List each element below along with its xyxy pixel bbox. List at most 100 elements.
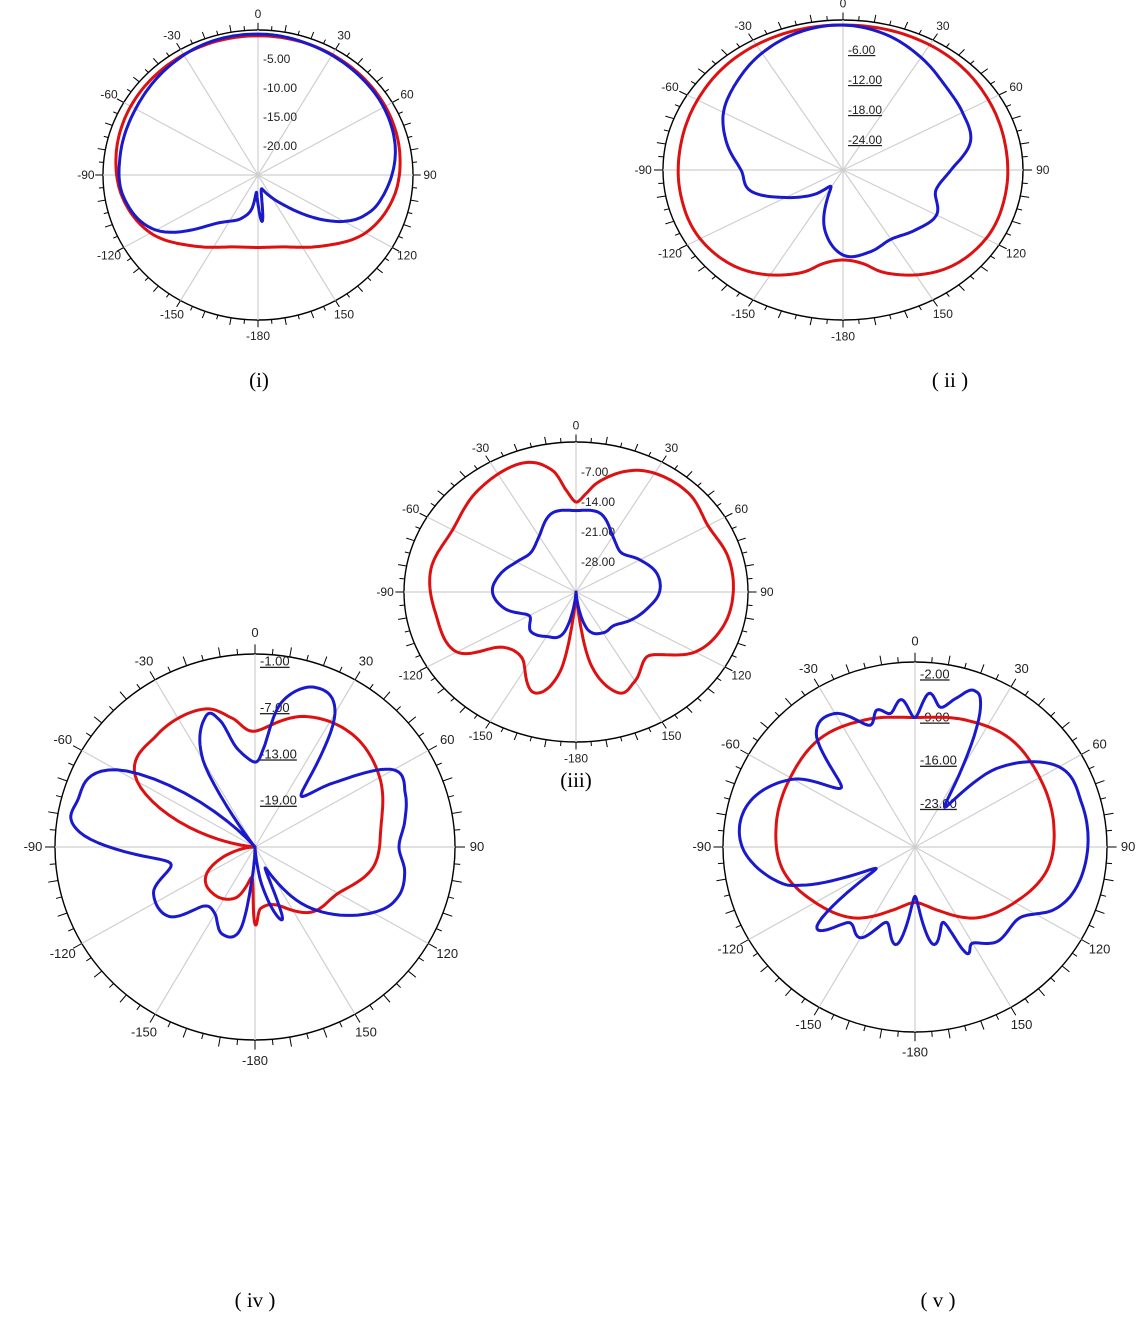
angle-tick [427,745,438,751]
angle-tick [945,43,950,48]
angle-tick [995,1014,1000,1020]
angle-tick [442,912,453,917]
angle-tick [1010,1006,1017,1016]
angle-tick [415,526,421,530]
angle-tick [879,1029,883,1039]
angle-tick [72,943,83,949]
grid-spoke [489,461,577,593]
angle-tick [284,317,287,326]
grid-spoke [842,169,934,301]
angle-tick [990,255,996,260]
angle-tick [415,654,421,658]
angle-label: -30 [163,29,181,43]
series-line [132,707,385,927]
angle-tick [980,664,985,674]
angle-tick [735,766,742,770]
angle-tick [760,721,769,729]
angle-tick [697,266,706,272]
angle-tick [49,829,56,831]
angle-label: -90 [692,839,711,854]
angle-tick [68,762,74,766]
angle-tick [1088,766,1095,770]
angle-label: 120 [1006,246,1026,260]
angle-label: 90 [1121,839,1135,854]
angle-tick [369,683,374,690]
angle-tick [707,688,715,694]
angle-tick [620,736,623,742]
angle-tick [716,502,722,507]
angle-label: 30 [337,29,351,43]
angle-tick [813,678,820,688]
angle-tick [716,677,722,682]
angle-tick [398,235,403,239]
angle-label: 0 [573,419,580,433]
angle-label: 90 [760,585,774,599]
angle-tick [932,299,938,307]
angle-tick [48,811,59,814]
angle-tick [357,285,363,292]
angle-tick [190,39,193,44]
angle-tick [297,30,300,36]
angle-tick [529,736,532,742]
angle-tick [752,952,759,957]
angle-tick [454,829,461,831]
series-line [676,23,1010,277]
angle-tick [450,482,455,487]
angle-tick [229,317,232,326]
angle-tick [513,443,518,452]
angle-label: -120 [50,946,76,961]
angle-tick [845,1020,850,1030]
polar-chart: 0 30 60 90 120 150 -180 -150 -120 -90 -60 -30 -7.00 -… [376,419,774,766]
angle-tick [391,247,400,252]
angle-tick [201,311,206,319]
radial-label: -13.00 [260,746,297,761]
angle-label: -90 [376,585,394,599]
angle-tick [48,880,59,883]
angle-tick [845,664,850,674]
angle-tick [410,148,419,151]
angle-label: -180 [564,752,588,766]
angle-label: -150 [469,729,493,743]
grid-spoke [257,49,337,176]
angle-tick [346,293,350,298]
angle-tick [323,39,326,44]
angle-tick [310,31,315,39]
angle-tick [760,965,769,973]
angle-tick [674,104,681,108]
angle-tick [369,1004,374,1011]
angle-tick [723,797,730,800]
angle-tick [686,471,693,478]
angle-tick [176,300,181,308]
angle-label: -180 [902,1044,928,1059]
radial-label: -16.00 [920,753,957,768]
angle-tick [437,490,445,496]
grid-spoke [123,101,259,176]
angle-label: -90 [635,163,653,177]
angle-tick [947,655,951,665]
grid-spoke [254,749,429,848]
series-line [428,460,735,695]
angle-tick [889,20,892,26]
angle-tick [1100,894,1107,897]
angle-tick [182,656,188,666]
angle-tick [451,880,462,883]
chart-caption: ( iv ) [234,1288,276,1312]
angle-tick [947,1029,951,1039]
angle-tick [620,442,623,448]
angle-label: -30 [799,661,818,676]
angle-tick [663,208,670,211]
angle-tick [406,537,415,542]
chart-caption: (i) [249,368,269,392]
angle-tick [216,314,219,320]
angle-tick [1103,812,1114,816]
angle-label: 0 [255,7,262,21]
angle-tick [724,666,733,672]
chart-caption: ( v ) [920,1288,956,1312]
angle-tick [801,998,806,1004]
angle-tick [748,299,754,307]
angle-tick [144,277,149,281]
angle-tick [1100,797,1107,800]
angle-tick [830,1014,835,1020]
angle-tick [1020,142,1030,145]
angle-label: 150 [933,307,953,321]
